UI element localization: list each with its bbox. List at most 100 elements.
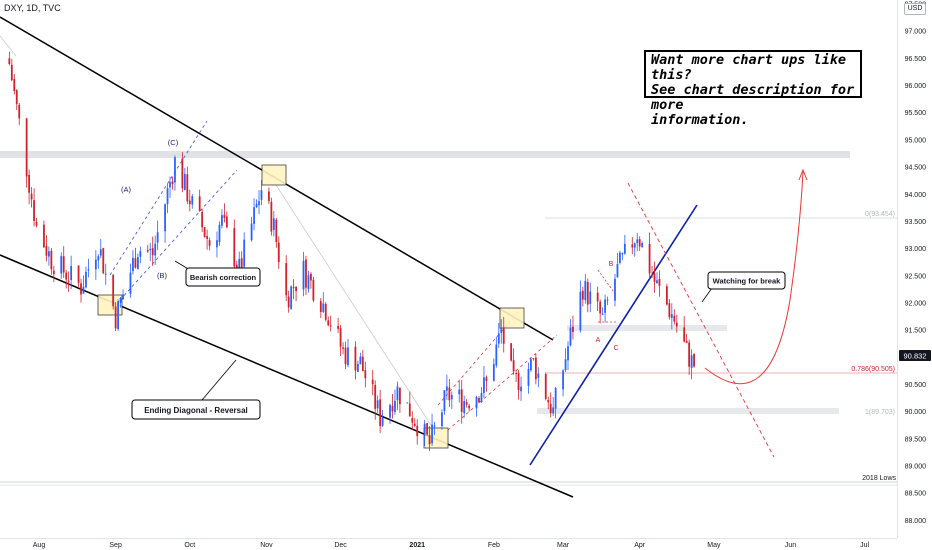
candle-body	[347, 347, 349, 366]
candle-body	[606, 299, 609, 301]
candle-body	[277, 242, 280, 263]
bearish-correction-text: Bearish correction	[190, 273, 257, 282]
candle-body	[287, 296, 290, 308]
candle-body	[97, 256, 100, 261]
candle-body	[371, 379, 374, 385]
wave-label-a: (A)	[121, 185, 132, 194]
candle-body	[156, 232, 159, 243]
price-tick-label: 89.500	[905, 436, 927, 443]
candle-body	[515, 372, 517, 375]
candle-body	[658, 279, 661, 286]
candle-body	[275, 219, 278, 243]
candle-body	[495, 344, 498, 366]
candle-body	[186, 174, 189, 202]
candle-body	[146, 249, 149, 252]
candle-body	[221, 215, 223, 226]
last-price-tag: 90.832	[899, 350, 931, 361]
promo-line-1: Want more chart ups like this?	[651, 52, 847, 83]
candle-body	[18, 104, 21, 119]
price-tick-label: 96.500	[905, 56, 927, 63]
candle-body	[510, 343, 513, 361]
candle-body	[512, 360, 515, 372]
fib-0786-label: 0.786(90.505)	[851, 366, 895, 373]
promo-box: Want more chart ups like this? See chart…	[644, 50, 862, 128]
symbol-title[interactable]: DXY, 1D, TVC	[4, 3, 61, 13]
candle-body	[623, 243, 626, 254]
currency-unit-button[interactable]: USD	[904, 3, 926, 15]
price-tick-label: 95.000	[905, 137, 927, 144]
candle-body	[201, 211, 204, 228]
candle-body	[411, 417, 414, 423]
candle-body	[218, 224, 221, 242]
watching-callout[interactable]: Watching for break	[701, 271, 786, 303]
bearish-correction-callout[interactable]: Bearish correction	[174, 260, 261, 287]
candle-body	[406, 402, 409, 404]
zones-layer	[0, 151, 897, 486]
candle-body	[552, 407, 555, 414]
candle-body	[428, 435, 431, 445]
candle-body	[688, 342, 691, 367]
candle-body	[151, 248, 154, 256]
candle-body	[537, 373, 540, 378]
candle-body	[396, 386, 399, 401]
candle-body	[359, 356, 362, 365]
candle-body	[485, 377, 488, 381]
price-tick-label: 97.000	[905, 29, 927, 36]
candle-body	[77, 265, 80, 283]
fib-0-label: 0(93.454)	[865, 211, 895, 218]
candle-body	[60, 256, 63, 274]
candle-body	[99, 249, 102, 256]
candle-body	[394, 400, 396, 413]
candle-body	[356, 363, 359, 372]
candle-body	[327, 320, 330, 326]
candle-body	[33, 200, 35, 222]
candle-body	[596, 292, 599, 302]
candle-body	[344, 347, 347, 365]
candle-body	[292, 287, 295, 289]
abc-leg-1	[597, 269, 617, 296]
candle-body	[500, 328, 503, 333]
candle-body	[567, 346, 569, 361]
price-tick-label: 88.000	[905, 518, 927, 525]
promo-line-3: information.	[651, 112, 749, 128]
candle-body	[267, 191, 270, 202]
candle-body	[139, 251, 142, 257]
price-tick-label: 88.500	[905, 491, 927, 498]
candle-body	[149, 248, 152, 251]
candle-body	[361, 356, 364, 372]
candle-body	[302, 260, 305, 290]
candle-body	[65, 272, 68, 280]
candle-body	[633, 243, 636, 248]
promo-line-2: See chart description for more	[651, 82, 855, 113]
candle-body	[547, 400, 550, 403]
watching-pointer	[701, 287, 713, 303]
candle-body	[483, 377, 485, 393]
candle-body	[67, 280, 70, 282]
price-tick-label: 91.500	[905, 328, 927, 335]
candle-body	[517, 372, 520, 391]
candle-body	[52, 270, 55, 275]
candle-body	[30, 193, 33, 200]
candle-body	[342, 347, 344, 349]
candle-body	[87, 269, 90, 271]
candle-body	[305, 259, 307, 288]
candle-body	[206, 236, 208, 239]
candle-body	[465, 402, 468, 405]
box-feb-high[interactable]	[499, 307, 525, 329]
box-nov-high[interactable]	[261, 164, 287, 186]
candle-body	[492, 364, 495, 381]
candle-body	[136, 257, 139, 270]
ending-diagonal-callout[interactable]: Ending Diagonal - Reversal	[131, 359, 261, 420]
annotation-layer: (C) (A) (B) B A C 0(93.454) 0.786(90.505) 1(89.7…	[121, 138, 896, 482]
time-tick-label: Jun	[785, 542, 796, 549]
candle-body	[181, 158, 184, 189]
candle-body	[295, 286, 297, 292]
candle-body	[62, 256, 65, 273]
time-axis[interactable]: Aug Sep Oct Nov Dec 2021 Feb Mar Apr May Jun Jul	[33, 542, 870, 549]
candle-body	[216, 240, 218, 248]
candle-body	[324, 303, 327, 320]
candle-body	[665, 286, 668, 305]
candle-body	[94, 259, 97, 270]
candle-body	[614, 278, 616, 301]
